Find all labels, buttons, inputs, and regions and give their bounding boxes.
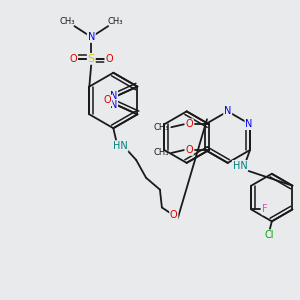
Text: O: O [170, 210, 178, 220]
Text: O: O [104, 95, 112, 106]
Text: CH₃: CH₃ [154, 148, 169, 158]
Text: N: N [110, 100, 117, 110]
Text: O: O [185, 119, 193, 129]
Text: N: N [110, 91, 117, 100]
Text: S: S [88, 54, 95, 64]
Text: N: N [88, 32, 95, 42]
Text: CH₃: CH₃ [107, 17, 123, 26]
Text: O: O [185, 145, 193, 155]
Text: HN: HN [113, 141, 128, 151]
Text: O: O [105, 54, 113, 64]
Text: CH₃: CH₃ [154, 123, 169, 132]
Text: O: O [70, 54, 77, 64]
Text: Cl: Cl [264, 230, 274, 240]
Text: F: F [262, 204, 268, 214]
Text: HN: HN [233, 161, 248, 171]
Text: N: N [245, 119, 253, 129]
Text: N: N [224, 106, 231, 116]
Text: CH₃: CH₃ [60, 17, 75, 26]
